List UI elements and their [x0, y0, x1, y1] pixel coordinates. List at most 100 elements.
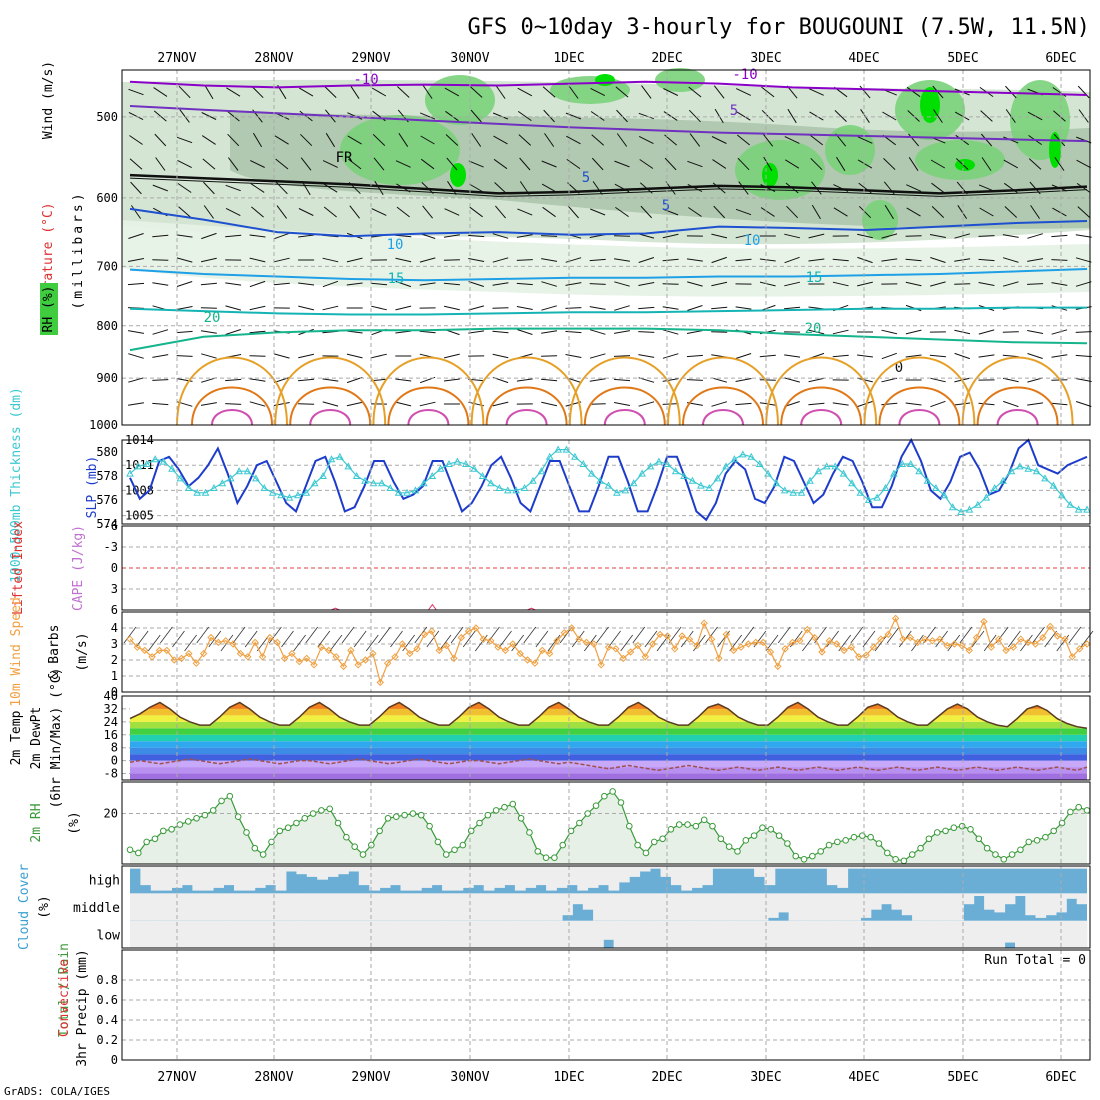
x-tick-label-bottom: 29NOV [351, 1070, 390, 1085]
y-tick-label: 0 [111, 754, 118, 768]
wind-barb [541, 258, 558, 262]
warm-temperature-contour [603, 409, 646, 426]
thickness-point [260, 483, 269, 491]
wind-speed-point [236, 649, 245, 658]
rh2m-point [809, 852, 816, 860]
rh2m-point [343, 833, 350, 841]
wind-barb [832, 329, 849, 335]
y-tick-label: 32 [104, 702, 118, 716]
x-tick-label-bottom: 3DEC [750, 1070, 781, 1085]
wind-speed-point [891, 614, 900, 623]
wind-speed-point [288, 649, 296, 658]
warm-temperature-contour [309, 409, 352, 426]
cloud-level-label: middle [73, 901, 120, 916]
rh-legend-swatch [40, 283, 58, 335]
cloud-clear-bar [984, 920, 995, 948]
wind-barb [906, 86, 921, 98]
wind-barb [881, 377, 898, 383]
rh2m-point [659, 835, 666, 843]
wind-barb [784, 354, 801, 358]
rh2m-point [875, 840, 883, 847]
wind-barb [298, 87, 314, 97]
cloud-clear-bar [473, 866, 485, 886]
wind-barb [1051, 329, 1068, 335]
wind-barb [227, 157, 239, 171]
rh2m-point [792, 852, 800, 860]
wind-barb [200, 402, 217, 406]
rh2m-point [476, 819, 483, 827]
wind-barb [686, 330, 703, 334]
cloud-clear-bar [932, 920, 944, 948]
wind-barb [957, 205, 968, 219]
wind-barb [808, 233, 825, 239]
contour-label: 15 [806, 270, 823, 286]
wind-speed-point [994, 635, 1003, 643]
y-tick-label: 8 [111, 741, 118, 755]
cloud-clear-bar [613, 920, 625, 948]
cloud-clear-bar [294, 893, 306, 921]
wind-barb [1002, 257, 1019, 263]
cloud-clear-bar [130, 866, 141, 869]
thickness-point [856, 488, 865, 496]
wind-barb [249, 330, 266, 334]
wind-barb-10m [402, 634, 415, 652]
wind-speed-point [604, 643, 613, 651]
thickness-point [646, 462, 655, 470]
x-tick-label-top: 30NOV [450, 51, 489, 66]
cloud-clear-bar [613, 893, 625, 921]
cloud-clear-bar [263, 920, 275, 948]
cloud-clear-bar [449, 920, 460, 948]
wind-barb [811, 204, 821, 220]
wind-barb-10m [426, 630, 440, 648]
cloud-clear-bar [438, 920, 450, 948]
cloud-clear-bar [253, 920, 265, 948]
cloud-clear-bar [234, 866, 245, 891]
wind-speed-point [840, 646, 848, 655]
rh2m-point [725, 843, 733, 850]
rh2m-point [1025, 838, 1033, 846]
wind-barb [1027, 330, 1044, 334]
cloud-clear-bar [490, 893, 501, 921]
thickness-point [780, 486, 789, 494]
rh-shade-blob [425, 75, 495, 125]
wind-barb [446, 157, 458, 171]
wind-speed-point [759, 638, 767, 647]
wind-barb [589, 403, 606, 405]
cloud-clear-bar [306, 866, 318, 877]
thickness-point [688, 476, 697, 484]
wind-barb [857, 354, 873, 358]
wind-barb [249, 305, 266, 311]
rh2m-point [559, 841, 567, 849]
wind-barb [516, 282, 533, 286]
wind-speed-point [420, 630, 429, 639]
cloud-clear-bar [1015, 920, 1026, 948]
wind-barb [300, 157, 312, 171]
wind-barb [1004, 206, 1018, 218]
cloud-clear-bar [479, 893, 491, 921]
cloud-clear-bar [202, 920, 213, 948]
warm-temperature-contour [372, 356, 485, 426]
cloud-clear-bar [816, 866, 828, 869]
thickness-point [294, 491, 302, 499]
rh2m-point [1008, 851, 1016, 858]
wind-barb-10m [1044, 630, 1057, 648]
wind-barb [444, 208, 460, 216]
wind-barb [298, 234, 315, 238]
rh-shade-blob [825, 125, 875, 175]
wind-barb [128, 233, 144, 239]
thickness-point [352, 471, 361, 479]
wind-barb [225, 329, 241, 335]
y-tick-label: -3 [104, 540, 118, 554]
wind-barb [641, 85, 652, 99]
cloud-clear-bar [819, 920, 831, 948]
thickness-point [419, 479, 428, 487]
thickness-point [772, 479, 781, 487]
wind-barb [227, 133, 240, 147]
thickness-point [336, 452, 344, 460]
cloud-clear-bar [243, 893, 254, 921]
wind-barb [639, 159, 654, 169]
wind-barb [517, 87, 533, 97]
cloud-clear-bar [726, 893, 738, 921]
wind-barb [1054, 157, 1065, 171]
y-tick-label-right: 1005 [125, 509, 154, 523]
